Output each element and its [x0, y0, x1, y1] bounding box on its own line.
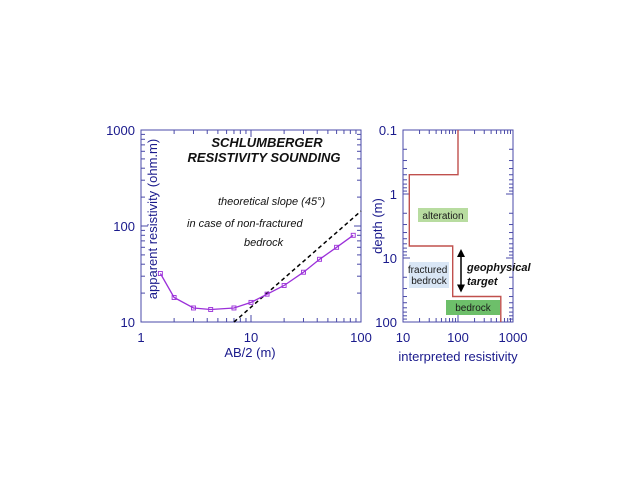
measured-point: [281, 283, 287, 288]
left-x-tick-label: 1: [137, 330, 144, 345]
measured-point: [171, 295, 177, 300]
measured-point: [248, 299, 254, 305]
left-y-tick-label: 100: [113, 219, 135, 234]
left-x-tick-label: 100: [350, 330, 372, 345]
label-box-fractured-bedrock: [409, 262, 449, 288]
right-y-tick-label: 10: [383, 251, 397, 266]
label-box-alteration: [418, 208, 468, 222]
right-ticks: [402, 129, 513, 322]
label-box-bedrock: [446, 300, 500, 315]
target-arrow-head-up: [457, 249, 465, 258]
label-bedrock: bedrock: [455, 303, 492, 314]
measured-point: [301, 269, 306, 275]
right-x-tick-label: 10: [396, 330, 410, 345]
annotation-bedrock: bedrock: [244, 237, 284, 249]
measured-point: [191, 305, 196, 311]
measured-point: [157, 271, 163, 276]
theoretical-slope-line: [233, 210, 362, 323]
annotation-non-fractured: in case of non-fractured: [187, 218, 303, 230]
target-arrow-head-down: [457, 284, 465, 293]
label-alteration: alteration: [422, 211, 463, 222]
left-y-tick-label: 1000: [106, 123, 135, 138]
left-y-axis-label: apparent resistivity (ohm.m): [145, 139, 160, 299]
interpreted-model-line: [408, 130, 502, 322]
left-ticks: [140, 130, 361, 323]
target-label-line-2: target: [467, 276, 499, 288]
right-x-axis-label: interpreted resistivity: [398, 349, 518, 364]
target-arrow: [457, 249, 465, 293]
measured-points: [157, 232, 356, 312]
chart-title-line-2: RESISTIVITY SOUNDING: [188, 150, 341, 165]
measured-point: [231, 305, 237, 311]
left-x-axis-label: AB/2 (m): [224, 345, 275, 360]
label-fractured-bedrock: fractured bedrock: [408, 265, 450, 287]
right-y-tick-label: 1: [390, 187, 397, 202]
left-x-tick-label: 10: [244, 330, 258, 345]
measured-point: [334, 244, 340, 250]
chart-title-line-1: SCHLUMBERGER: [211, 135, 323, 150]
right-x-tick-label: 1000: [499, 330, 528, 345]
right-y-tick-label: 100: [375, 315, 397, 330]
target-label-line-1: geophysical: [466, 262, 532, 274]
annotation-slope: theoretical slope (45°): [218, 196, 325, 208]
measured-point: [317, 256, 323, 262]
left-y-tick-label: 10: [121, 315, 135, 330]
right-y-tick-label: 0.1: [379, 123, 397, 138]
right-x-tick-label: 100: [447, 330, 469, 345]
measured-point: [264, 291, 270, 297]
measured-curve: [159, 234, 354, 311]
right-y-axis-label: depth (m): [370, 198, 385, 254]
measured-point: [350, 232, 356, 238]
measured-point: [208, 307, 214, 312]
